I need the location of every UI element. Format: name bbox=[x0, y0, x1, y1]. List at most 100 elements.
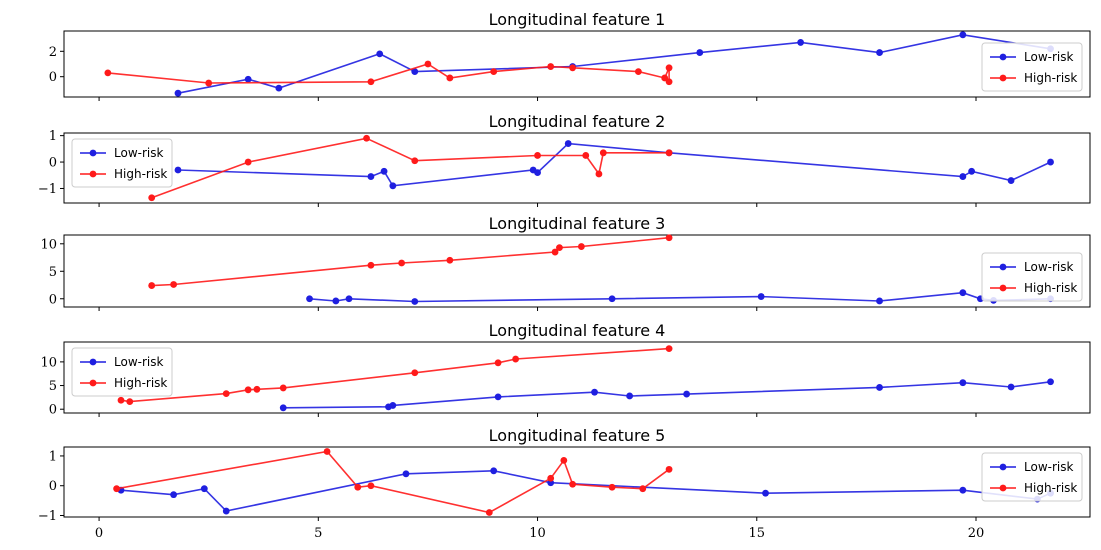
data-point-low-risk bbox=[683, 390, 691, 398]
legend-label: Low-risk bbox=[114, 355, 163, 369]
data-point-high-risk bbox=[424, 60, 432, 68]
data-point-low-risk bbox=[696, 49, 704, 56]
x-tick-label: 5 bbox=[314, 526, 322, 541]
y-tick-label: 5 bbox=[49, 265, 57, 280]
series-line-high-risk bbox=[151, 236, 670, 287]
data-point-high-risk bbox=[113, 485, 121, 493]
legend: Low-risk High-risk bbox=[71, 138, 173, 188]
data-point-high-risk bbox=[547, 474, 555, 482]
data-point-high-risk bbox=[222, 390, 230, 397]
legend-box bbox=[71, 138, 173, 188]
data-point-low-risk bbox=[174, 89, 182, 97]
data-point-high-risk bbox=[126, 398, 134, 406]
data-point-low-risk bbox=[876, 384, 883, 391]
data-point-high-risk bbox=[244, 158, 252, 166]
data-point-low-risk bbox=[279, 404, 287, 412]
y-tick-label: 10 bbox=[40, 355, 57, 370]
data-point-low-risk bbox=[376, 50, 384, 58]
series-line-low-risk bbox=[283, 381, 1051, 409]
data-point-low-risk bbox=[1007, 177, 1015, 184]
data-point-low-risk bbox=[626, 392, 634, 400]
data-point-high-risk bbox=[599, 149, 607, 157]
data-point-high-risk bbox=[665, 345, 673, 353]
y-tick-label: −1 bbox=[38, 182, 57, 197]
data-point-low-risk bbox=[959, 173, 967, 180]
data-point-high-risk bbox=[608, 483, 616, 491]
subplot-title: Longitudinal feature 5 bbox=[489, 426, 666, 445]
data-point-high-risk bbox=[117, 396, 125, 404]
data-point-high-risk bbox=[253, 385, 261, 393]
legend-label: High-risk bbox=[114, 376, 167, 390]
data-point-high-risk bbox=[205, 79, 213, 87]
legend-label: High-risk bbox=[1024, 281, 1077, 295]
legend-label: High-risk bbox=[114, 167, 167, 181]
x-tick-label: 10 bbox=[529, 526, 546, 541]
data-point-high-risk bbox=[569, 64, 577, 72]
legend-marker bbox=[89, 149, 97, 157]
legend-marker bbox=[89, 358, 97, 366]
y-tick-label: 2 bbox=[49, 45, 57, 60]
legend-box bbox=[981, 452, 1083, 502]
x-tick-label: 15 bbox=[748, 526, 765, 541]
legend-marker bbox=[999, 484, 1007, 492]
data-point-high-risk bbox=[279, 384, 287, 392]
legend-marker bbox=[999, 74, 1007, 82]
data-point-high-risk bbox=[148, 282, 156, 289]
y-tick-label: 5 bbox=[49, 379, 57, 394]
data-point-high-risk bbox=[367, 261, 375, 269]
data-point-high-risk bbox=[665, 234, 673, 242]
data-point-high-risk bbox=[665, 64, 673, 72]
data-point-low-risk bbox=[876, 49, 883, 56]
legend: Low-risk High-risk bbox=[981, 42, 1083, 92]
series-line-low-risk bbox=[177, 33, 1051, 94]
subplot-2: Longitudinal feature 2 −1 0 1 Low-risk High-r… bbox=[38, 112, 1091, 207]
series-line-high-risk bbox=[107, 63, 670, 84]
data-point-high-risk bbox=[446, 74, 454, 82]
data-point-low-risk bbox=[959, 379, 967, 387]
data-point-high-risk bbox=[560, 457, 568, 464]
legend-box bbox=[981, 252, 1083, 302]
y-tick-label: 0 bbox=[49, 403, 57, 418]
data-point-high-risk bbox=[354, 483, 362, 491]
data-point-low-risk bbox=[389, 402, 397, 409]
axes-frame bbox=[63, 341, 1091, 414]
legend-marker bbox=[999, 263, 1007, 271]
data-point-low-risk bbox=[494, 393, 502, 401]
legend-marker bbox=[999, 53, 1007, 61]
legend: Low-risk High-risk bbox=[71, 347, 173, 397]
data-point-low-risk bbox=[411, 68, 419, 76]
data-point-high-risk bbox=[512, 355, 520, 363]
data-point-high-risk bbox=[148, 194, 156, 202]
legend-marker bbox=[999, 284, 1007, 292]
data-point-low-risk bbox=[389, 182, 397, 190]
y-tick-label: 0 bbox=[49, 479, 57, 494]
data-point-low-risk bbox=[200, 485, 208, 493]
data-point-low-risk bbox=[608, 295, 616, 303]
data-point-low-risk bbox=[959, 289, 967, 297]
data-point-low-risk bbox=[332, 297, 340, 305]
series-line-high-risk bbox=[151, 137, 670, 199]
data-point-high-risk bbox=[556, 244, 563, 252]
legend-label: Low-risk bbox=[1024, 260, 1073, 274]
data-point-low-risk bbox=[959, 486, 967, 494]
data-point-high-risk bbox=[485, 509, 493, 516]
data-point-low-risk bbox=[275, 84, 283, 92]
data-point-high-risk bbox=[244, 386, 252, 394]
data-point-high-risk bbox=[665, 149, 673, 157]
data-point-low-risk bbox=[534, 169, 541, 177]
data-point-low-risk bbox=[222, 507, 230, 515]
axes-frame bbox=[63, 446, 1091, 518]
data-point-high-risk bbox=[661, 74, 669, 82]
axes-frame bbox=[63, 234, 1091, 308]
data-point-low-risk bbox=[411, 298, 419, 305]
series-line-low-risk bbox=[309, 291, 1051, 303]
data-point-low-risk bbox=[1047, 378, 1054, 386]
data-point-high-risk bbox=[665, 78, 673, 86]
legend-marker bbox=[999, 463, 1007, 471]
data-point-high-risk bbox=[446, 256, 454, 264]
series-line-low-risk bbox=[120, 469, 1051, 512]
data-point-low-risk bbox=[367, 173, 375, 180]
subplot-1: Longitudinal feature 1 0 2 Low-risk High-ris… bbox=[49, 10, 1091, 101]
data-point-low-risk bbox=[797, 39, 805, 46]
